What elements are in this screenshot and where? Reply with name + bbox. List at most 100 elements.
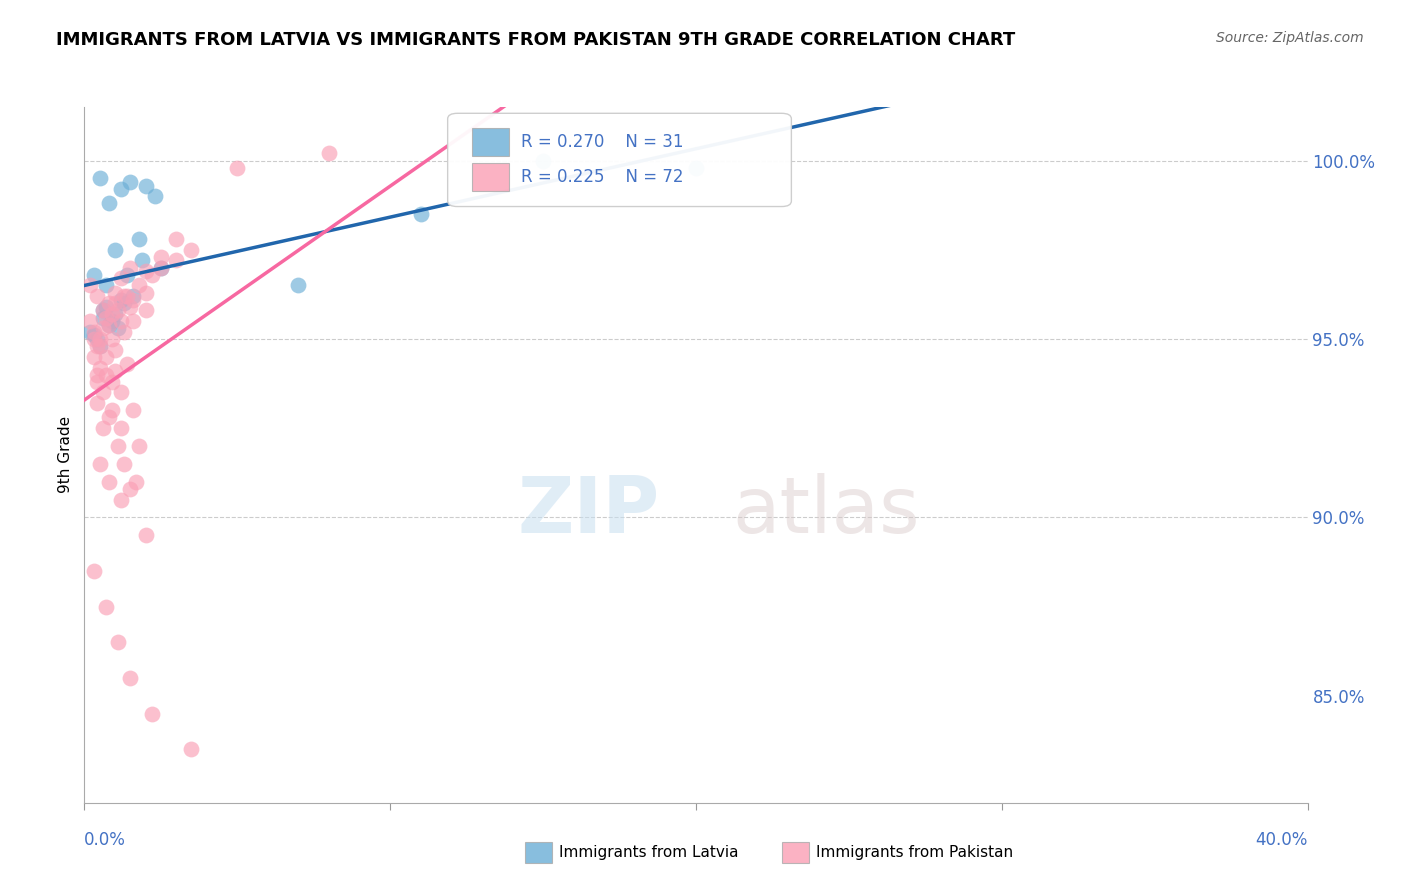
Point — [180, 243, 202, 257]
Point — [115, 357, 138, 371]
Point — [128, 278, 150, 293]
Point — [104, 296, 127, 310]
Point — [97, 296, 120, 310]
Point — [104, 307, 127, 321]
Point — [104, 343, 127, 357]
Point — [94, 278, 117, 293]
Point — [141, 268, 163, 282]
Point — [110, 421, 132, 435]
Point — [128, 232, 150, 246]
Point — [149, 250, 172, 264]
Point — [110, 314, 132, 328]
Point — [94, 368, 117, 382]
Point — [226, 161, 249, 175]
Point — [165, 232, 187, 246]
FancyBboxPatch shape — [472, 162, 509, 191]
Point — [135, 285, 157, 300]
Point — [135, 178, 157, 193]
Point — [101, 314, 124, 328]
Point — [94, 599, 117, 614]
Text: R = 0.270    N = 31: R = 0.270 N = 31 — [522, 133, 683, 151]
Point — [135, 264, 157, 278]
Point — [91, 303, 114, 318]
Text: 40.0%: 40.0% — [1256, 831, 1308, 849]
Y-axis label: 9th Grade: 9th Grade — [58, 417, 73, 493]
Text: Source: ZipAtlas.com: Source: ZipAtlas.com — [1216, 31, 1364, 45]
Point — [86, 339, 108, 353]
Text: Immigrants from Pakistan: Immigrants from Pakistan — [815, 845, 1012, 860]
Point — [83, 350, 105, 364]
FancyBboxPatch shape — [782, 842, 808, 863]
Text: atlas: atlas — [733, 473, 920, 549]
Point — [89, 360, 111, 375]
Point — [107, 303, 129, 318]
Point — [89, 332, 111, 346]
Point — [91, 385, 114, 400]
FancyBboxPatch shape — [447, 113, 792, 207]
Point — [122, 314, 145, 328]
Point — [89, 339, 111, 353]
Point — [83, 328, 105, 343]
Point — [97, 318, 120, 332]
Point — [112, 325, 135, 339]
Point — [79, 325, 101, 339]
Point — [89, 457, 111, 471]
Point — [120, 260, 142, 275]
Point — [89, 339, 111, 353]
Point — [86, 396, 108, 410]
Text: R = 0.225    N = 72: R = 0.225 N = 72 — [522, 168, 683, 186]
Point — [122, 293, 145, 307]
Point — [83, 268, 105, 282]
Point — [107, 321, 129, 335]
Point — [165, 253, 187, 268]
Point — [531, 153, 554, 168]
Point — [131, 253, 153, 268]
Point — [91, 421, 114, 435]
Point — [122, 403, 145, 417]
Point — [83, 325, 105, 339]
Point — [97, 410, 120, 425]
Point — [120, 175, 142, 189]
Point — [101, 403, 124, 417]
Point — [120, 671, 142, 685]
Point — [86, 332, 108, 346]
Point — [110, 385, 132, 400]
Text: IMMIGRANTS FROM LATVIA VS IMMIGRANTS FROM PAKISTAN 9TH GRADE CORRELATION CHART: IMMIGRANTS FROM LATVIA VS IMMIGRANTS FRO… — [56, 31, 1015, 49]
Point — [79, 314, 101, 328]
Point — [104, 285, 127, 300]
FancyBboxPatch shape — [472, 128, 509, 156]
Point — [83, 564, 105, 578]
Point — [112, 289, 135, 303]
Point — [120, 482, 142, 496]
Text: ZIP: ZIP — [517, 473, 659, 549]
Point — [287, 278, 309, 293]
Point — [97, 196, 120, 211]
Point — [79, 278, 101, 293]
Point — [94, 310, 117, 325]
Point — [125, 475, 148, 489]
Point — [91, 303, 114, 318]
Point — [104, 243, 127, 257]
Point — [110, 182, 132, 196]
Point — [97, 475, 120, 489]
Point — [128, 439, 150, 453]
Point — [135, 303, 157, 318]
Point — [149, 260, 172, 275]
Point — [107, 635, 129, 649]
Point — [91, 321, 114, 335]
Point — [318, 146, 340, 161]
Point — [141, 706, 163, 721]
Point — [409, 207, 432, 221]
Point — [180, 742, 202, 756]
Point — [110, 492, 132, 507]
Point — [91, 310, 114, 325]
Point — [97, 318, 120, 332]
Point — [101, 375, 124, 389]
Point — [94, 300, 117, 314]
Point — [101, 307, 124, 321]
Point — [86, 375, 108, 389]
Point — [107, 439, 129, 453]
Point — [112, 457, 135, 471]
Text: Immigrants from Latvia: Immigrants from Latvia — [560, 845, 738, 860]
Point — [135, 528, 157, 542]
